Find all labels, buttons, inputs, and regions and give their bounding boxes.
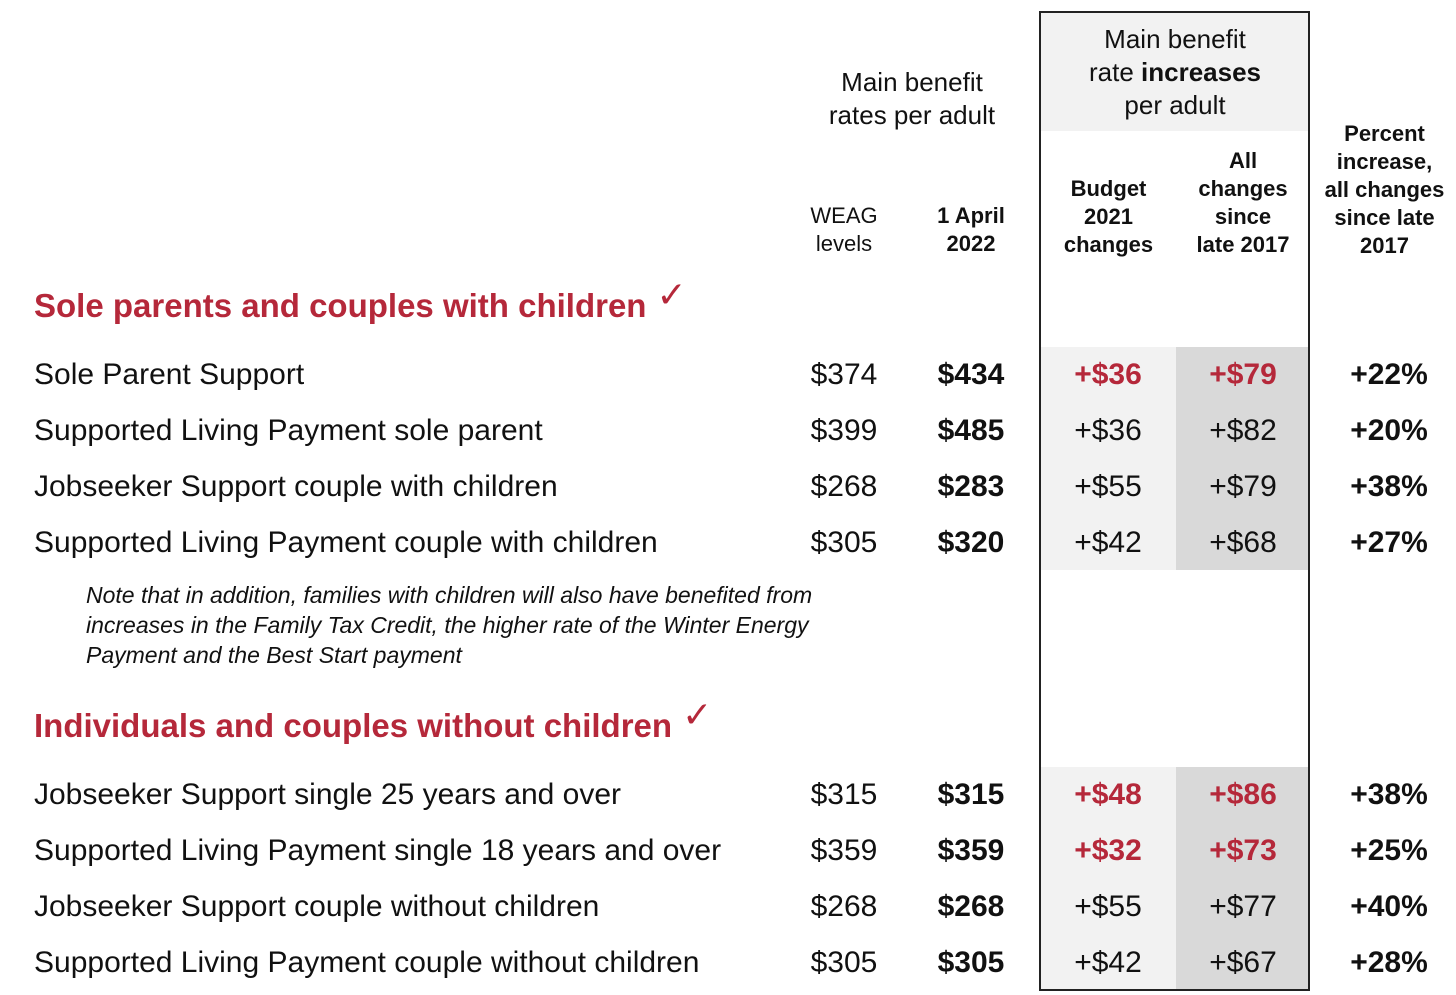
main-rates-header-line2: rates per adult [828, 100, 996, 130]
weag-value: $359 [810, 834, 878, 867]
percent-value: +27% [1350, 526, 1428, 559]
percent-value: +40% [1350, 890, 1428, 923]
all-changes-value: +$73 [1209, 834, 1277, 867]
all-changes-value: +$82 [1209, 414, 1277, 447]
row-label: Supported Living Payment couple with chi… [34, 526, 658, 559]
percent-header-line5: 2017 [1360, 233, 1409, 258]
budget-header-line1: Budget [1070, 176, 1147, 201]
budget-value: +$55 [1074, 470, 1142, 503]
note-line2: increases in the Family Tax Credit, the … [86, 612, 809, 638]
note-line3: Payment and the Best Start payment [86, 642, 462, 668]
main-rates-header-line1: Main benefit [841, 67, 983, 97]
all-header-line3: since [1214, 204, 1272, 229]
main-rates-header: Main benefit rates per adult [800, 66, 1024, 132]
budget-header-line3: changes [1063, 232, 1154, 257]
percent-value: +25% [1350, 834, 1428, 867]
weag-value: $315 [810, 778, 878, 811]
weag-value: $305 [810, 526, 878, 559]
increases-header-line1: Main benefit [1104, 24, 1246, 54]
section-title-without-children: Individuals and couples without children… [34, 694, 712, 746]
april-value: $283 [937, 470, 1005, 503]
all-changes-value: +$68 [1209, 526, 1277, 559]
april-value: $485 [937, 414, 1005, 447]
weag-header-line2: levels [815, 231, 873, 256]
april-header-line1: 1 April [937, 203, 1005, 228]
percent-value: +28% [1350, 946, 1428, 979]
all-changes-value: +$79 [1209, 358, 1277, 391]
weag-value: $374 [810, 358, 878, 391]
april-value: $268 [937, 890, 1005, 923]
row-label: Jobseeker Support couple without childre… [34, 890, 600, 923]
percent-value: +20% [1350, 414, 1428, 447]
increases-header-line3: per adult [1124, 90, 1226, 120]
budget-value: +$42 [1074, 946, 1142, 979]
section2-all-shade [1176, 767, 1310, 991]
percent-header-line1: Percent [1344, 121, 1425, 146]
section1-all-shade [1176, 347, 1310, 570]
checkmark-icon: ✓ [682, 694, 713, 735]
april-value: $305 [937, 946, 1005, 979]
row-label: Jobseeker Support single 25 years and ov… [34, 778, 622, 811]
all-changes-value: +$86 [1209, 778, 1277, 811]
april-value: $359 [937, 834, 1005, 867]
checkmark-icon: ✓ [656, 274, 687, 315]
increases-header: Main benefit rate increases per adult [1040, 23, 1310, 122]
all-header-line1: All [1228, 148, 1258, 173]
weag-value: $305 [810, 946, 878, 979]
all-changes-value: +$79 [1209, 470, 1277, 503]
budget-column-header: Budget 2021 changes [1041, 175, 1176, 259]
all-changes-value: +$77 [1209, 890, 1277, 923]
percent-header-line3: all changes [1324, 177, 1445, 202]
increases-column-box [1039, 11, 1310, 991]
section2-budget-shade [1041, 767, 1176, 991]
budget-value: +$36 [1074, 358, 1142, 391]
budget-value: +$36 [1074, 414, 1142, 447]
percent-header-line2: increase, [1336, 149, 1433, 174]
budget-value: +$48 [1074, 778, 1142, 811]
all-changes-value: +$67 [1209, 946, 1277, 979]
budget-value: +$42 [1074, 526, 1142, 559]
weag-column-header: WEAG levels [778, 202, 910, 258]
increases-header-line2-pre: rate [1088, 57, 1142, 87]
percent-header: Percent increase, all changes since late… [1313, 120, 1456, 260]
weag-value: $268 [810, 470, 878, 503]
april-header-line2: 2022 [946, 231, 996, 256]
budget-header-line2: 2021 [1084, 204, 1133, 229]
weag-value: $399 [810, 414, 878, 447]
row-label: Jobseeker Support couple with children [34, 470, 558, 503]
row-label: Supported Living Payment single 18 years… [34, 834, 722, 867]
section-title-with-children: Sole parents and couples with children ✓ [34, 274, 687, 326]
note-line1: Note that in addition, families with chi… [86, 582, 813, 608]
percent-value: +38% [1350, 470, 1428, 503]
weag-header-line1: WEAG [810, 203, 878, 228]
april-column-header: 1 April 2022 [904, 202, 1038, 258]
increases-header-line2-bold: increases [1141, 57, 1261, 87]
increases-header-line2: rate increases [1040, 56, 1310, 89]
percent-value: +22% [1350, 358, 1428, 391]
families-note: Note that in addition, families with chi… [86, 580, 926, 670]
row-label: Sole Parent Support [34, 358, 305, 391]
row-label: Supported Living Payment sole parent [34, 414, 543, 447]
april-value: $434 [937, 358, 1005, 391]
section-title-text: Sole parents and couples with children [34, 287, 647, 324]
april-value: $315 [937, 778, 1005, 811]
increases-header-shade [1039, 11, 1310, 131]
percent-header-line4: since late [1334, 205, 1435, 230]
all-header-line2: changes [1198, 176, 1288, 201]
percent-value: +38% [1350, 778, 1428, 811]
section1-budget-shade [1041, 347, 1176, 570]
section-title-text: Individuals and couples without children [34, 707, 673, 744]
budget-value: +$55 [1074, 890, 1142, 923]
all-header-line4: late 2017 [1196, 232, 1290, 257]
weag-value: $268 [810, 890, 878, 923]
all-changes-column-header: All changes since late 2017 [1176, 147, 1310, 259]
row-label: Supported Living Payment couple without … [34, 946, 700, 979]
budget-value: +$32 [1074, 834, 1142, 867]
april-value: $320 [937, 526, 1005, 559]
